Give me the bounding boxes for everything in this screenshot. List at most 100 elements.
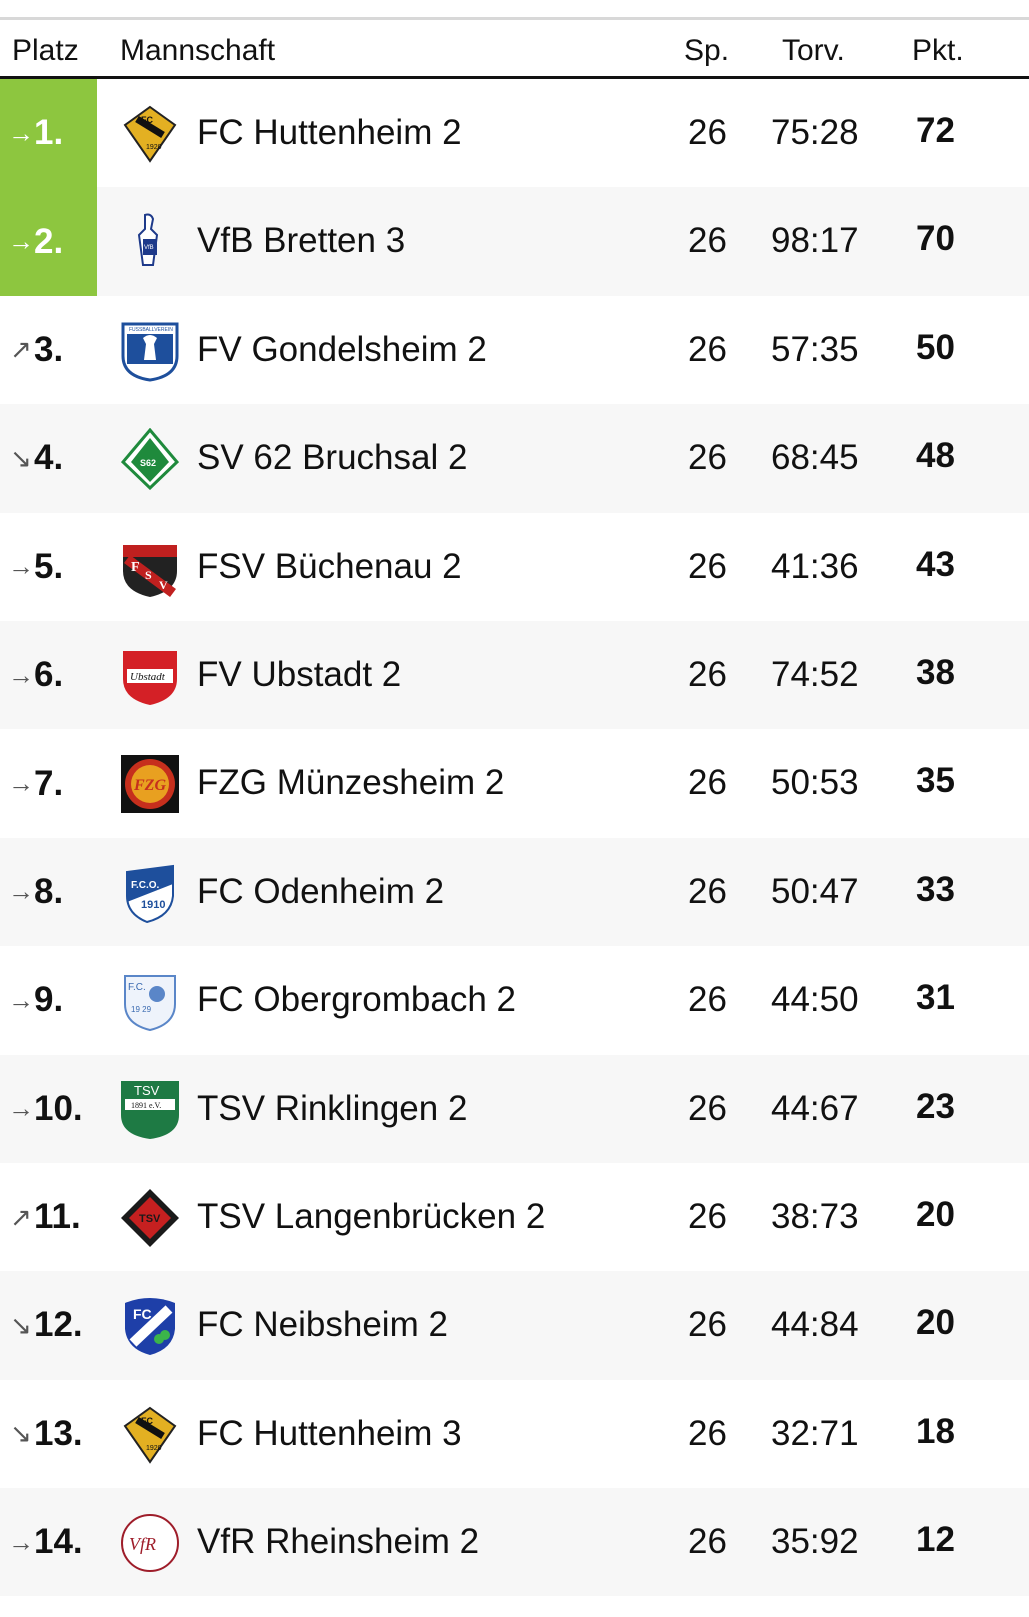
table-row[interactable]: ↗ 11. TSV TSV Langenbrücken 2 26 38:73 20 (0, 1163, 1029, 1271)
team-name[interactable]: FC Huttenheim 2 (197, 113, 462, 152)
svg-text:FC: FC (141, 115, 153, 125)
team-name[interactable]: FV Gondelsheim 2 (197, 329, 487, 369)
svg-text:FZG: FZG (133, 777, 166, 794)
games-played: 26 (688, 1088, 727, 1128)
rank-number: 3. (34, 329, 64, 369)
table-row[interactable]: → 8. F.C.O. 1910 FC Odenheim 2 26 50:47 33 (0, 837, 1029, 947)
team-logo-icon[interactable]: TSV (119, 1187, 181, 1249)
svg-text:FUSSBALLVEREIN: FUSSBALLVEREIN (129, 327, 173, 333)
rank-number: 12. (34, 1305, 83, 1345)
svg-text:F.C.O.: F.C.O. (131, 880, 160, 891)
header-platz[interactable]: Platz (12, 34, 79, 67)
team-name[interactable]: FC Odenheim 2 (197, 871, 445, 911)
games-played: 26 (688, 1522, 727, 1562)
header-torverhaeltnis[interactable]: Torv. (782, 34, 845, 67)
games-played: 26 (688, 1413, 727, 1453)
svg-text:V: V (159, 578, 168, 592)
goal-ratio: 50:47 (771, 871, 859, 911)
games-played: 26 (688, 763, 727, 803)
team-name[interactable]: FV Ubstadt 2 (197, 654, 402, 694)
svg-text:S: S (145, 568, 152, 582)
team-logo-icon[interactable]: F.C. 19 29 (119, 970, 181, 1032)
arrow-down-right-icon: ↘ (10, 442, 32, 473)
team-logo-icon[interactable]: FC 1920 (119, 103, 181, 165)
goal-ratio: 57:35 (771, 329, 859, 369)
games-played: 26 (688, 1196, 727, 1236)
table-row[interactable]: → 9. F.C. 19 29 FC Obergrombach 2 26 44:50 31 (0, 946, 1029, 1054)
table-row[interactable]: → 7. FZG FZG Münzesheim 2 26 50:53 35 (0, 729, 1029, 837)
table-row[interactable]: ↘ 4. S62 SV 62 Bruchsal 2 26 68:45 48 (0, 404, 1029, 513)
rank-cell: → 5. (0, 513, 97, 621)
arrow-right-icon: → (8, 768, 34, 799)
svg-text:TSV: TSV (134, 1083, 160, 1098)
rank-number: 11. (34, 1197, 81, 1237)
rank-cell: ↘ 13. (0, 1380, 97, 1488)
points: 43 (916, 544, 955, 584)
goal-ratio: 44:50 (771, 980, 859, 1020)
team-logo-icon[interactable]: FC 1920 (119, 1404, 181, 1466)
rank-number: 10. (34, 1088, 83, 1128)
points: 72 (916, 111, 955, 150)
table-row[interactable]: → 10. TSV 1891 e.V. TSV Rinklingen 2 26 44:67 2… (0, 1054, 1029, 1163)
team-name[interactable]: FC Obergrombach 2 (197, 980, 517, 1020)
table-row[interactable]: ↗ 3. FUSSBALLVEREIN FV Gondelsheim 2 26 57:35… (0, 296, 1029, 404)
table-row[interactable]: → 14. VfR VfR Rheinsheim 2 26 35:92 12 (0, 1488, 1029, 1597)
team-name[interactable]: FSV Büchenau 2 (197, 546, 462, 586)
svg-text:S62: S62 (140, 458, 156, 468)
games-played: 26 (688, 654, 727, 694)
team-logo-icon[interactable]: FC (119, 1295, 181, 1357)
header-spiele[interactable]: Sp. (684, 34, 730, 67)
rank-cell: → 14. (0, 1488, 97, 1596)
rank-cell: → 6. (0, 621, 97, 729)
rank-cell: ↗ 3. (0, 296, 97, 404)
team-logo-icon[interactable]: Ubstadt (119, 645, 181, 707)
team-name[interactable]: VfR Rheinsheim 2 (197, 1522, 480, 1562)
goal-ratio: 44:84 (771, 1305, 859, 1345)
team-name[interactable]: FZG Münzesheim 2 (197, 763, 505, 803)
table-row[interactable]: → 6. Ubstadt FV Ubstadt 2 26 74:52 38 (0, 620, 1029, 730)
header-mannschaft[interactable]: Mannschaft (120, 34, 276, 67)
team-name[interactable]: VfB Bretten 3 (197, 221, 406, 261)
team-logo-icon[interactable]: FUSSBALLVEREIN (119, 320, 181, 382)
svg-text:VfB: VfB (144, 245, 154, 251)
team-logo-icon[interactable]: TSV 1891 e.V. (119, 1079, 181, 1141)
rank-number: 4. (34, 438, 64, 478)
arrow-right-icon: → (8, 226, 34, 257)
table-row[interactable]: → 1. FC 1920 FC Huttenheim 2 26 75:28 72 (0, 79, 1029, 188)
team-name[interactable]: TSV Langenbrücken 2 (197, 1196, 546, 1236)
arrow-right-icon: → (8, 876, 34, 907)
team-logo-icon[interactable]: VfB (119, 211, 181, 273)
rank-number: 2. (34, 221, 64, 261)
points: 18 (916, 1411, 955, 1451)
team-name[interactable]: FC Neibsheim 2 (197, 1305, 448, 1345)
rank-cell: → 2. (0, 187, 97, 296)
rank-cell: → 7. (0, 729, 97, 837)
rank-number: 1. (34, 113, 64, 153)
games-played: 26 (688, 546, 727, 586)
team-name[interactable]: FC Huttenheim 3 (197, 1413, 462, 1453)
rank-cell: → 10. (0, 1055, 97, 1163)
goal-ratio: 50:53 (771, 763, 859, 803)
team-name[interactable]: SV 62 Bruchsal 2 (197, 438, 468, 478)
rank-number: 6. (34, 655, 64, 695)
points: 70 (916, 219, 955, 259)
points: 20 (916, 1194, 955, 1234)
svg-text:19 29: 19 29 (131, 1005, 152, 1014)
header-punkte[interactable]: Pkt. (912, 34, 964, 67)
table-row[interactable]: ↘ 13. FC 1920 FC Huttenheim 3 26 32:71 18 (0, 1380, 1029, 1488)
points: 38 (916, 652, 955, 692)
table-row[interactable]: → 5. F S V FSV Büchenau 2 26 41:36 43 (0, 513, 1029, 621)
team-logo-icon[interactable]: FZG (119, 753, 181, 815)
team-name[interactable]: TSV Rinklingen 2 (197, 1088, 468, 1128)
svg-text:FC: FC (141, 1416, 153, 1426)
table-row[interactable]: → 2. VfB VfB Bretten 3 26 98:17 70 (0, 187, 1029, 296)
team-logo-icon[interactable]: S62 (119, 427, 181, 491)
arrow-down-right-icon: ↘ (10, 1309, 32, 1340)
team-logo-icon[interactable]: F.C.O. 1910 (119, 862, 181, 924)
table-header: Platz Mannschaft Sp. Torv. Pkt. (0, 20, 1029, 79)
games-played: 26 (688, 113, 727, 152)
table-row[interactable]: ↘ 12. FC FC Neibsheim 2 26 44:84 20 (0, 1271, 1029, 1380)
games-played: 26 (688, 221, 727, 261)
team-logo-icon[interactable]: VfR (119, 1512, 181, 1574)
